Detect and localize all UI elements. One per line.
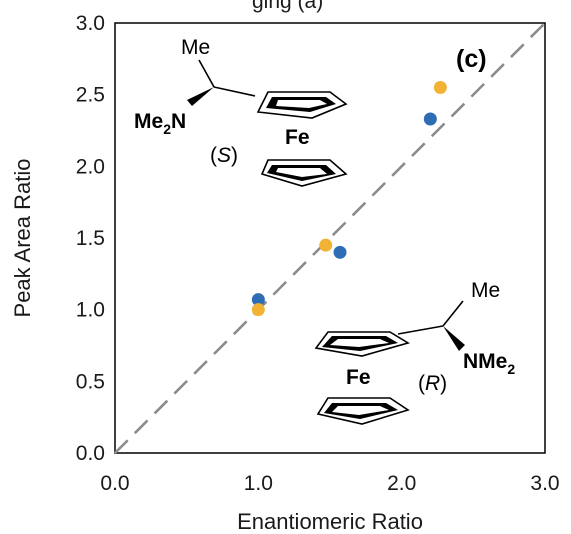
y-tick-label: 1.5 xyxy=(76,227,105,250)
y-tick-label: 2.5 xyxy=(76,84,105,107)
y-axis-title: Peak Area Ratio xyxy=(10,159,35,318)
data-points xyxy=(251,81,447,317)
r-iron-label: Fe xyxy=(346,366,371,389)
s-methyl-label: Me xyxy=(181,36,210,59)
x-axis-title: Enantiomeric Ratio xyxy=(237,509,423,534)
y-tick-label: 1.0 xyxy=(76,299,105,322)
y-tick-label: 2.0 xyxy=(76,155,105,178)
s-iron-label: Fe xyxy=(285,126,310,149)
r-config-open: ( xyxy=(418,372,425,395)
r-methyl-label: Me xyxy=(471,279,500,302)
plot-frame xyxy=(114,22,546,454)
y-tick-label: 0.5 xyxy=(76,370,105,393)
cropped-header-text: ging (a) xyxy=(252,0,323,13)
y-tick-labels: 0.0 0.5 1.0 1.5 2.0 2.5 3.0 xyxy=(76,12,105,465)
x-tick-label: 0.0 xyxy=(100,472,129,495)
r-enantiomer-structure: Me NMe2 Fe (R) xyxy=(314,279,515,425)
r-config-letter: R xyxy=(425,372,440,395)
data-point xyxy=(319,238,333,252)
r-config-close: ) xyxy=(440,372,447,395)
s-config-letter: S xyxy=(217,144,231,167)
y-tick-label: 3.0 xyxy=(76,12,105,35)
r-upper-cyclopentadienyl-ring xyxy=(314,331,410,357)
y-tick-label: 0.0 xyxy=(76,442,105,465)
r-amine-label: NMe xyxy=(463,350,507,373)
s-amine-nitrogen: N xyxy=(171,110,186,133)
x-tick-labels: 0.0 1.0 2.0 3.0 xyxy=(100,472,559,495)
svg-text:NMe2: NMe2 xyxy=(463,350,515,377)
r-lower-cyclopentadienyl-ring xyxy=(316,397,410,425)
svg-text:(S): (S) xyxy=(210,144,238,167)
svg-text:Me2N: Me2N xyxy=(134,110,186,137)
x-tick-label: 3.0 xyxy=(530,472,559,495)
panel-label: (c) xyxy=(456,45,487,73)
data-point xyxy=(433,81,447,94)
x-tick-label: 1.0 xyxy=(244,472,273,495)
s-config-open: ( xyxy=(210,144,217,167)
s-lower-cyclopentadienyl-ring xyxy=(260,159,348,187)
s-config-close: ) xyxy=(231,144,238,167)
data-point xyxy=(251,303,265,317)
r-amine-subscript: 2 xyxy=(507,361,515,377)
data-point xyxy=(423,112,437,126)
svg-text:(R): (R) xyxy=(418,372,447,395)
data-point xyxy=(251,293,265,307)
parity-reference-line xyxy=(114,22,546,454)
data-point xyxy=(333,245,347,259)
s-amine-subscript: 2 xyxy=(163,121,171,137)
s-upper-cyclopentadienyl-ring xyxy=(256,91,348,119)
x-tick-label: 2.0 xyxy=(387,472,416,495)
s-enantiomer-structure: Me Me2N Fe (S) xyxy=(134,36,348,187)
s-amine-label: Me xyxy=(134,110,163,133)
